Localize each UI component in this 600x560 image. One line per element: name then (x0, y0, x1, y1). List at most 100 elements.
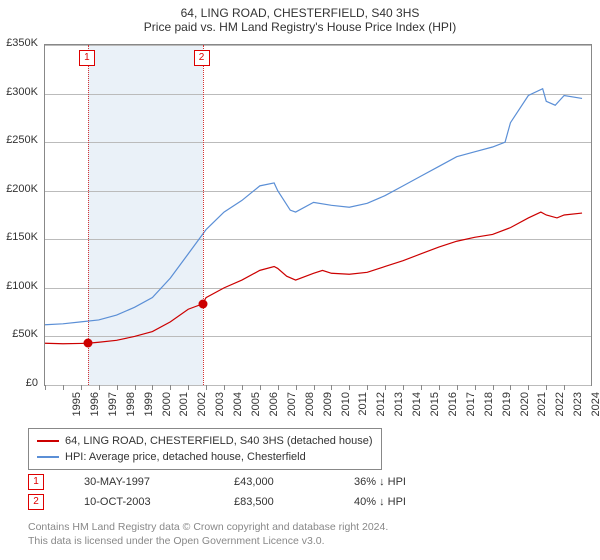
y-tick-label: £300K (0, 86, 38, 98)
event-marker (198, 299, 207, 308)
x-tick (403, 385, 404, 390)
x-tick-label: 2000 (161, 392, 173, 422)
x-tick-label: 2009 (322, 392, 334, 422)
y-tick-label: £200K (0, 183, 38, 195)
x-tick (564, 385, 565, 390)
event-date: 10-OCT-2003 (84, 496, 194, 508)
y-tick-label: £0 (0, 377, 38, 389)
x-tick-label: 1998 (125, 392, 137, 422)
legend-label: 64, LING ROAD, CHESTERFIELD, S40 3HS (de… (65, 435, 373, 447)
x-tick-label: 2001 (178, 392, 190, 422)
title-address: 64, LING ROAD, CHESTERFIELD, S40 3HS (0, 6, 600, 20)
event-badge: 1 (79, 50, 95, 66)
x-tick (170, 385, 171, 390)
x-tick (224, 385, 225, 390)
x-tick (81, 385, 82, 390)
title-subtitle: Price paid vs. HM Land Registry's House … (0, 20, 600, 34)
x-tick-label: 2016 (447, 392, 459, 422)
event-table: 1 30-MAY-1997 £43,000 36% ↓ HPI 2 10-OCT-2003… (28, 472, 406, 512)
event-delta: 40% ↓ HPI (354, 496, 406, 508)
x-tick (99, 385, 100, 390)
x-tick (152, 385, 153, 390)
x-tick-label: 2007 (286, 392, 298, 422)
x-tick (475, 385, 476, 390)
x-tick-label: 2015 (429, 392, 441, 422)
x-tick-label: 2024 (590, 392, 600, 422)
x-tick (188, 385, 189, 390)
series-svg (45, 45, 591, 385)
event-badge: 2 (194, 50, 210, 66)
x-tick (457, 385, 458, 390)
x-tick (314, 385, 315, 390)
event-price: £83,500 (234, 496, 314, 508)
x-tick-label: 1995 (71, 392, 83, 422)
x-tick (493, 385, 494, 390)
footer-line2: This data is licensed under the Open Gov… (28, 534, 388, 548)
x-tick (421, 385, 422, 390)
x-tick (439, 385, 440, 390)
x-tick-label: 2005 (250, 392, 262, 422)
x-tick (296, 385, 297, 390)
y-tick-label: £50K (0, 328, 38, 340)
x-tick-label: 2019 (501, 392, 513, 422)
x-tick-label: 1997 (107, 392, 119, 422)
x-tick-label: 2013 (393, 392, 405, 422)
x-tick (278, 385, 279, 390)
event-table-badge: 1 (28, 474, 44, 490)
x-tick-label: 1996 (89, 392, 101, 422)
x-tick (546, 385, 547, 390)
x-tick (242, 385, 243, 390)
x-tick-label: 2014 (411, 392, 423, 422)
event-delta: 36% ↓ HPI (354, 476, 406, 488)
x-tick (349, 385, 350, 390)
legend-label: HPI: Average price, detached house, Ches… (65, 451, 306, 463)
x-tick-label: 2003 (214, 392, 226, 422)
x-tick (206, 385, 207, 390)
y-tick-label: £150K (0, 231, 38, 243)
legend: 64, LING ROAD, CHESTERFIELD, S40 3HS (de… (28, 428, 382, 470)
y-tick-label: £250K (0, 134, 38, 146)
legend-item: 64, LING ROAD, CHESTERFIELD, S40 3HS (de… (37, 433, 373, 449)
chart-container: { "title_line1": "64, LING ROAD, CHESTER… (0, 0, 600, 560)
footer-attribution: Contains HM Land Registry data © Crown c… (28, 520, 388, 548)
x-tick (117, 385, 118, 390)
x-tick-label: 2008 (304, 392, 316, 422)
legend-swatch (37, 456, 59, 458)
y-gridline (45, 385, 591, 386)
x-tick (260, 385, 261, 390)
x-tick-label: 2022 (554, 392, 566, 422)
event-marker (83, 339, 92, 348)
x-tick (510, 385, 511, 390)
x-tick (528, 385, 529, 390)
event-table-badge: 2 (28, 494, 44, 510)
event-line (203, 45, 204, 385)
x-tick-label: 2012 (375, 392, 387, 422)
x-tick-label: 1999 (143, 392, 155, 422)
x-tick-label: 2011 (357, 392, 369, 422)
x-tick (135, 385, 136, 390)
x-tick-label: 2017 (465, 392, 477, 422)
x-tick-label: 2020 (519, 392, 531, 422)
x-tick-label: 2002 (196, 392, 208, 422)
x-tick-label: 2018 (483, 392, 495, 422)
x-tick (63, 385, 64, 390)
x-tick-label: 2010 (340, 392, 352, 422)
x-tick-label: 2006 (268, 392, 280, 422)
x-tick-label: 2021 (536, 392, 548, 422)
y-tick-label: £100K (0, 280, 38, 292)
legend-swatch (37, 440, 59, 442)
x-tick (385, 385, 386, 390)
event-price: £43,000 (234, 476, 314, 488)
x-tick (367, 385, 368, 390)
footer-line1: Contains HM Land Registry data © Crown c… (28, 520, 388, 534)
event-table-row: 1 30-MAY-1997 £43,000 36% ↓ HPI (28, 472, 406, 492)
event-table-row: 2 10-OCT-2003 £83,500 40% ↓ HPI (28, 492, 406, 512)
x-tick-label: 2023 (572, 392, 584, 422)
plot-area (44, 44, 592, 386)
series-line (45, 89, 582, 325)
series-line (45, 212, 582, 344)
legend-item: HPI: Average price, detached house, Ches… (37, 449, 373, 465)
x-tick-label: 2004 (232, 392, 244, 422)
event-date: 30-MAY-1997 (84, 476, 194, 488)
y-tick-label: £350K (0, 37, 38, 49)
